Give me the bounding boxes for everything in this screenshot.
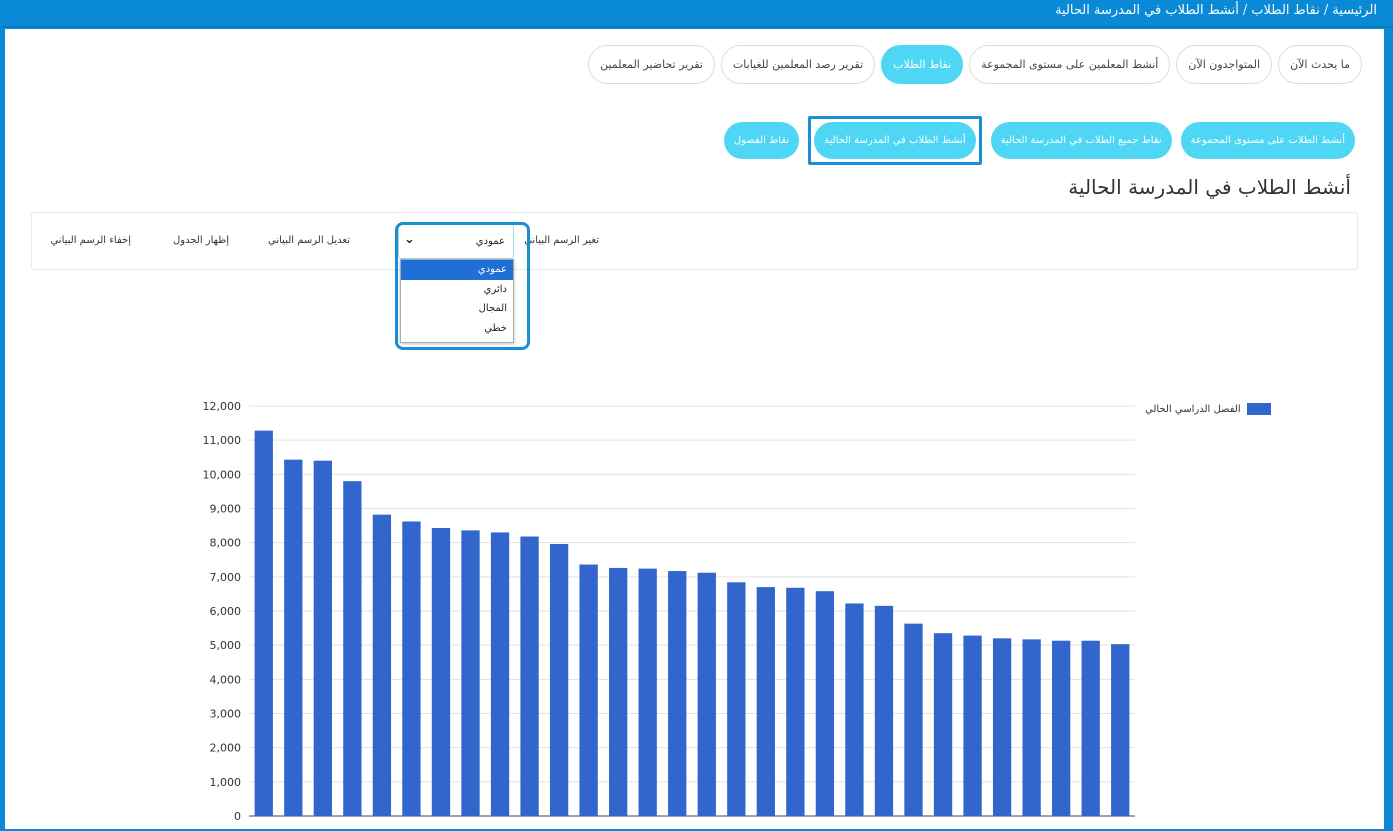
bar xyxy=(461,530,480,816)
y-tick-label: 4,000 xyxy=(210,673,242,686)
breadcrumb-current: أنشط الطلاب في المدرسة الحالية xyxy=(1055,3,1239,18)
subtab-active-students-school[interactable]: أنشط الطلاب في المدرسة الحالية xyxy=(814,122,976,159)
sub-tabs: أنشط الطلاب على مستوى المجموعة نقاط جميع… xyxy=(723,116,1355,165)
chart-legend: الفصل الدراسي الحالي xyxy=(1145,403,1271,415)
bar-chart: 0 1,000 2,000 3,000 4,000 5,000 6,000 7,000 8,00… xyxy=(203,400,1135,823)
bar xyxy=(904,623,923,816)
main-tabs: ما يحدث الآن المتواجدون الآن أنشط المعلم… xyxy=(588,45,1362,84)
top-bar: الرئيسية / نقاط الطلاب / أنشط الطلاب في … xyxy=(0,0,1393,28)
change-chart-label: تغير الرسم البياني xyxy=(524,235,599,246)
y-tick-label: 0 xyxy=(234,810,241,823)
legend-swatch xyxy=(1246,403,1271,415)
bar xyxy=(1081,640,1100,816)
bar xyxy=(786,587,805,816)
dropdown-highlight-frame xyxy=(395,222,530,350)
y-tick-label: 11,000 xyxy=(203,434,242,447)
edit-chart-button[interactable]: تعديل الرسم البياني xyxy=(268,235,350,246)
bar xyxy=(815,591,835,816)
y-tick-label: 10,000 xyxy=(203,468,242,481)
subtab-all-students-points[interactable]: نقاط جميع الطلاب في المدرسة الحالية xyxy=(990,122,1172,159)
breadcrumb-separator: / xyxy=(1323,3,1329,18)
tab-happening-now[interactable]: ما يحدث الآن xyxy=(1278,45,1362,84)
bar xyxy=(549,544,569,816)
tab-student-points[interactable]: نقاط الطلاب xyxy=(881,45,964,84)
bar xyxy=(992,638,1012,816)
legend-label: الفصل الدراسي الحالي xyxy=(1145,403,1241,415)
y-tick-label: 5,000 xyxy=(210,639,242,652)
tab-online-now[interactable]: المتواجدون الآن xyxy=(1176,45,1273,84)
bar xyxy=(638,568,657,816)
y-tick-label: 8,000 xyxy=(210,537,242,550)
bar xyxy=(1111,644,1130,816)
scrollbar[interactable] xyxy=(1384,29,1393,829)
chart-type-value: عمودي xyxy=(475,236,505,247)
bar xyxy=(313,460,332,816)
bar xyxy=(874,605,894,816)
show-table-button[interactable]: إظهار الجدول xyxy=(172,235,229,246)
bar xyxy=(697,572,716,816)
bar xyxy=(933,633,953,816)
tab-teacher-absence-report[interactable]: تقرير رصد المعلمين للغيابات xyxy=(720,45,876,84)
bar xyxy=(609,567,628,816)
breadcrumb-separator: / xyxy=(1242,3,1248,18)
y-tick-label: 9,000 xyxy=(210,503,242,516)
y-tick-label: 2,000 xyxy=(210,742,242,755)
subtab-highlight-frame: أنشط الطلاب في المدرسة الحالية xyxy=(808,116,982,165)
bar xyxy=(343,481,362,816)
bar xyxy=(963,635,982,816)
y-tick-label: 7,000 xyxy=(210,571,242,584)
page-title: أنشط الطلاب في المدرسة الحالية xyxy=(1068,175,1351,199)
bar xyxy=(520,536,539,816)
y-tick-label: 1,000 xyxy=(210,776,242,789)
chart-type-dropdown: عمودي دائري المجال خطي xyxy=(400,259,514,343)
option-area[interactable]: المجال xyxy=(478,303,507,314)
chevron-down-icon: ⌄ xyxy=(404,232,415,247)
subtab-class-points[interactable]: نقاط الفصول xyxy=(723,122,800,159)
breadcrumb-student-points[interactable]: نقاط الطلاب xyxy=(1251,3,1320,18)
bar xyxy=(1052,640,1071,816)
bar xyxy=(668,571,687,816)
tab-active-teachers-group[interactable]: أنشط المعلمين على مستوى المجموعة xyxy=(969,45,1171,84)
breadcrumb-home[interactable]: الرئيسية xyxy=(1332,3,1377,18)
bar xyxy=(254,430,273,816)
bar xyxy=(284,459,303,816)
bar xyxy=(1022,639,1041,816)
y-tick-label: 3,000 xyxy=(210,708,242,721)
y-tick-label: 6,000 xyxy=(210,605,242,618)
bar xyxy=(727,582,746,816)
main-panel: ما يحدث الآن المتواجدون الآن أنشط المعلم… xyxy=(5,29,1384,829)
bar xyxy=(431,527,451,816)
y-tick-label: 12,000 xyxy=(203,400,242,413)
bar xyxy=(372,514,392,816)
bar xyxy=(756,587,775,816)
subtab-active-students-group[interactable]: أنشط الطلاب على مستوى المجموعة xyxy=(1180,122,1355,159)
option-line[interactable]: خطي xyxy=(484,322,507,334)
chart-toolbar: تغير الرسم البياني عمودي ⌄ تعديل الرسم ا… xyxy=(31,212,1358,270)
tab-teacher-preparation-report[interactable]: تقرير تحاضير المعلمين xyxy=(588,45,715,84)
hide-chart-button[interactable]: إخفاء الرسم البياني xyxy=(50,235,131,246)
bar xyxy=(490,532,510,816)
bar xyxy=(579,564,598,816)
bar xyxy=(402,521,421,816)
breadcrumb: الرئيسية / نقاط الطلاب / أنشط الطلاب في … xyxy=(1055,3,1377,18)
option-column[interactable]: عمودي xyxy=(401,260,513,280)
option-pie[interactable]: دائري xyxy=(483,283,507,295)
chart-type-select[interactable]: عمودي ⌄ xyxy=(398,224,514,259)
bar xyxy=(845,603,864,816)
